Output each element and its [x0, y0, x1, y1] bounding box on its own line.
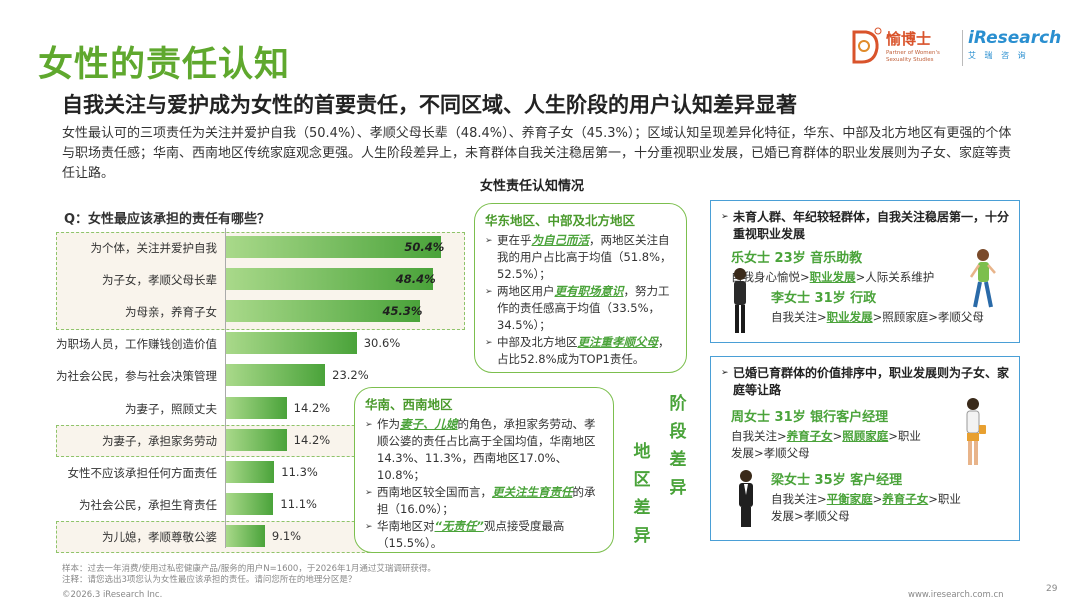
stage-unmarried-heading: ➢ 未育人群、年纪较轻群体，自我关注稳居第一，十分重视职业发展 [721, 210, 1010, 241]
bar [226, 268, 433, 291]
person-zhou-name: 周女士 31岁 银行客户经理 [731, 410, 889, 425]
bar-category-label: 为子女，孝顺父母长辈 [102, 273, 217, 288]
bullet-item: 华南地区对“无责任”观点接受度最高（15.5%）。 [365, 518, 603, 552]
page-description: 女性最认可的三项责任为关注并爱护自我（50.4%）、孝顺父母长辈（48.4%）、… [62, 126, 1012, 181]
bar [226, 492, 274, 515]
bar [226, 300, 420, 323]
bar [226, 236, 442, 258]
stage-married-panel: ➢ 已婚已育群体的价值排序中，职业发展则为子女、家庭等让路 周女士 31岁 银行客… [710, 356, 1020, 541]
bar [226, 428, 287, 451]
bullet-item: 更在乎为自己而活，两地区关注自我的用户占比高于均值（51.8%，52.5%）； [485, 232, 676, 283]
bar-chart: 为个体，关注并爱护自我 50.4% 为子女，孝顺父母长辈 48.4% 为母亲，养育子女 4… [0, 0, 470, 608]
bar-category-label: 为儿媳，孝顺尊敬公婆 [102, 529, 217, 544]
bullet-item: 中部及北方地区更注重孝顺父母，占比52.8%成为TOP1责任。 [485, 334, 676, 368]
footer-annotation: 注释：请您选出3项您认为女性最应该承担的责任。请问您所在的地理分区是？ [62, 575, 357, 585]
woman-walking-icon [969, 249, 996, 308]
stage-unmarried-panel: ➢ 未育人群、年纪较轻群体，自我关注稳居第一，十分重视职业发展 乐女士 23岁 音… [710, 200, 1020, 343]
bullet-item: 作为妻子、儿媳的角色，承担家务劳动、孝顺公婆的责任占比高于全国均值，华南地区14… [365, 416, 603, 484]
bar [226, 524, 265, 547]
doctor-logo-text: 愉博士 [886, 30, 932, 48]
person-li-path: 自我关注>职业发展>照顾家庭>孝顺父母 [771, 310, 984, 324]
chart-axis [225, 228, 226, 548]
bar-category-label: 为妻子，照顾丈夫 [125, 401, 217, 416]
bar-category-label: 为社会公民，参与社会决策管理 [56, 369, 217, 384]
bar-value-label: 30.6% [363, 336, 401, 351]
doctor-logo-sub: Partner of Women's Sexuality Studies [886, 50, 940, 63]
woman-with-bag-icon [966, 398, 986, 465]
bullet-item: 西南地区较全国而言，更关注生育责任的承担（16.0%）； [365, 484, 603, 518]
brand-separator [962, 30, 963, 66]
footer-copyright: ©2026.3 iResearch Inc. [62, 590, 163, 600]
bar-category-label: 女性不应该承担任何方面责任 [67, 465, 218, 480]
region-south-heading: 华南、西南地区 [365, 397, 453, 412]
stage-diff-label: 阶段差异 [669, 394, 687, 498]
footer-page-number: 29 [1046, 584, 1058, 594]
bar-value-label: 45.3% [382, 304, 423, 319]
bar [226, 460, 275, 483]
footer-sample-note: 样本：过去一年消费/使用过私密健康产品/服务的用户N=1600，于2026年1月… [62, 564, 436, 574]
region-diff-label: 地区差异 [633, 442, 651, 546]
region-east-list: 更在乎为自己而活，两地区关注自我的用户占比高于均值（51.8%，52.5%）；两… [485, 232, 676, 368]
center-section-title: 女性责任认知情况 [480, 179, 585, 194]
person-liang-name: 梁女士 35岁 客户经理 [771, 473, 903, 488]
bar-value-label: 11.3% [281, 464, 318, 479]
page-subtitle: 自我关注与爱护成为女性的首要责任，不同区域、人生阶段的用户认知差异显著 [62, 93, 797, 117]
brand-logo-doctor: 愉博士 Partner of Women's Sexuality Studies [848, 26, 958, 72]
woman-standing-icon [734, 268, 746, 333]
bar [226, 332, 357, 355]
bar [226, 364, 326, 387]
chart-title: Q：女性最应该承担的责任有哪些？ [64, 212, 271, 227]
bar-value-label: 23.2% [332, 368, 369, 383]
bar-category-label: 为妻子，承担家务劳动 [102, 433, 217, 448]
brand-logo-iresearch: iResearch 艾 瑞 咨 询 [968, 28, 1062, 72]
iresearch-logo-sub: 艾 瑞 咨 询 [968, 51, 1029, 60]
bar-value-label: 14.2% [293, 432, 331, 447]
person-zhou-path: 自我关注>养育子女>照顾家庭>职业发展>孝顺父母 [731, 429, 921, 460]
bullet-item: 两地区用户更有职场意识，努力工作的责任感高于均值（33.5%，34.5%）； [485, 283, 676, 334]
region-east-heading: 华东地区、中部及北方地区 [485, 213, 636, 228]
person-li-name: 李女士 31岁 行政 [771, 291, 877, 306]
bar-category-label: 为职场人员，工作赚钱创造价值 [56, 337, 217, 352]
bar-category-label: 为个体，关注并爱护自我 [90, 241, 218, 255]
bar-value-label: 9.1% [271, 528, 302, 543]
bar-category-label: 为社会公民，承担生育责任 [79, 497, 217, 512]
bar-value-label: 11.1% [280, 496, 317, 511]
bar [226, 396, 287, 419]
person-le-name: 乐女士 23岁 音乐助教 [731, 251, 863, 266]
page-title: 女性的责任认知 [38, 45, 291, 85]
woman-office-icon [739, 470, 753, 527]
iresearch-logo-text: iResearch [968, 28, 1062, 48]
doctor-logo-icon [852, 27, 882, 64]
person-liang-path: 自我关注>平衡家庭>养育子女>职业发展>孝顺父母 [771, 492, 961, 523]
region-south-list: 作为妻子、儿媳的角色，承担家务劳动、孝顺公婆的责任占比高于全国均值，华南地区14… [365, 416, 603, 552]
bar-value-label: 50.4% [404, 240, 445, 254]
bar-value-label: 14.2% [293, 400, 331, 415]
bar-value-label: 48.4% [395, 272, 436, 287]
bar-category-label: 为母亲，养育子女 [125, 305, 217, 320]
region-east-bubble: 华东地区、中部及北方地区 更在乎为自己而活，两地区关注自我的用户占比高于均值（5… [474, 203, 687, 373]
footer-site: www.iresearch.com.cn [908, 590, 1004, 600]
region-south-bubble: 华南、西南地区 作为妻子、儿媳的角色，承担家务劳动、孝顺公婆的责任占比高于全国均… [354, 387, 614, 553]
person-le-path: 自我身心愉悦>职业发展>人际关系维护 [731, 270, 935, 284]
stage-married-heading: ➢ 已婚已育群体的价值排序中，职业发展则为子女、家庭等让路 [721, 366, 1010, 397]
